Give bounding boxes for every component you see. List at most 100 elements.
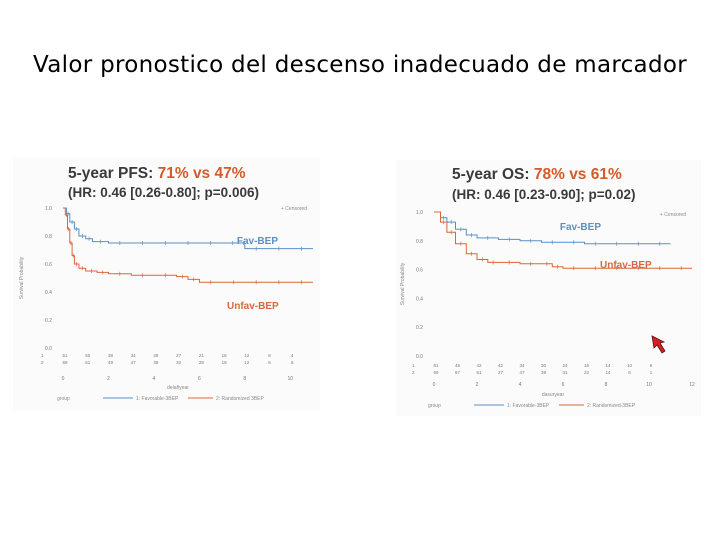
x-tick-label: 2 — [476, 382, 479, 388]
at-risk-count: 31 — [562, 370, 568, 375]
at-risk-count: 42 — [498, 363, 504, 368]
at-risk-count: 22 — [584, 370, 590, 375]
x-tick-label: 8 — [243, 376, 246, 382]
at-risk-count: 47 — [131, 360, 137, 365]
legend-item-fav: 1: Favorable-3BEP — [507, 403, 550, 409]
x-tick-label: 0 — [433, 382, 436, 388]
pfs-km-panel: 5-year PFS: 71% vs 47% (HR: 0.46 [0.26-0.… — [13, 158, 320, 410]
at-risk-count: 1 — [650, 370, 653, 375]
at-risk-count: 45 — [455, 363, 461, 368]
pointer-arrow-icon — [651, 335, 666, 354]
at-risk-count: 28 — [199, 360, 205, 365]
legend-item-unfav: 2: Randomized-3BEP — [587, 403, 636, 409]
pfs-km-chart: 5-year PFS: 71% vs 47% (HR: 0.46 [0.26-0.… — [19, 165, 313, 402]
chart-title-stat: 78% vs 61% — [534, 166, 622, 183]
at-risk-count: 14 — [605, 363, 611, 368]
y-tick-label: 0.2 — [45, 318, 52, 324]
at-risk-count: 6 — [650, 363, 653, 368]
y-tick-label: 0.4 — [416, 296, 423, 302]
at-risk-count: 61 — [85, 360, 91, 365]
at-risk-count: 27 — [498, 370, 504, 375]
at-risk-count: 61 — [476, 370, 482, 375]
at-risk-count: 47 — [519, 370, 525, 375]
chart-title-stat: 71% vs 47% — [158, 165, 246, 182]
x-tick-label: 4 — [519, 382, 522, 388]
at-risk-count: 12 — [244, 360, 250, 365]
at-risk-count: 28 — [153, 353, 159, 358]
at-risk-count: 21 — [199, 353, 205, 358]
at-risk-count: 24 — [562, 363, 568, 368]
y-tick-label: 0.4 — [45, 290, 52, 296]
y-tick-label: 0.6 — [416, 268, 423, 274]
at-risk-row-label: 2 — [41, 360, 44, 365]
y-axis-label: Survival Probability — [400, 262, 406, 305]
y-axis-label: Survival Probability — [19, 256, 25, 299]
fav-bep-label: Fav-BEP — [560, 222, 601, 233]
at-risk-count: 38 — [108, 353, 114, 358]
y-tick-label: 0.8 — [45, 234, 52, 240]
slide-title: Valor pronostico del descenso inadecuado… — [33, 52, 687, 78]
x-tick-label: 6 — [198, 376, 201, 382]
legend-title: group — [57, 396, 70, 402]
unfav-bep-label: Unfav-BEP — [227, 301, 279, 312]
fav-bep-curve — [434, 211, 671, 245]
at-risk-count: 6 — [291, 360, 294, 365]
at-risk-count: 51 — [62, 353, 68, 358]
y-tick-label: 1.0 — [45, 206, 52, 212]
at-risk-count: 34 — [519, 363, 525, 368]
at-risk-count: 14 — [605, 370, 611, 375]
at-risk-count: 39 — [541, 370, 547, 375]
at-risk-count: 12 — [244, 353, 250, 358]
unfav-bep-curve — [63, 207, 313, 283]
at-risk-count: 19 — [222, 360, 228, 365]
censored-legend: + Censored — [281, 206, 307, 212]
y-tick-label: 1.0 — [416, 210, 423, 216]
x-tick-label: 8 — [605, 382, 608, 388]
os-km-chart: 5-year OS: 78% vs 61% (HR: 0.46 [0.23-0.9… — [400, 166, 695, 409]
x-tick-label: 10 — [646, 382, 652, 388]
fav-bep-label: Fav-BEP — [237, 236, 278, 247]
chart-title-prefix: 5-year PFS: — [68, 165, 158, 182]
at-risk-count: 16 — [584, 363, 590, 368]
os-km-panel: 5-year OS: 78% vs 61% (HR: 0.46 [0.23-0.9… — [396, 160, 701, 416]
chart-title: 5-year PFS: 71% vs 47% — [68, 165, 246, 182]
chart-subtitle: (HR: 0.46 [0.26-0.80]; p=0.006) — [68, 185, 259, 200]
unfav-bep-label: Unfav-BEP — [600, 260, 652, 271]
at-risk-count: 27 — [176, 353, 182, 358]
x-tick-label: 0 — [62, 376, 65, 382]
chart-title-prefix: 5-year OS: — [452, 166, 534, 183]
at-risk-count: 69 — [433, 370, 439, 375]
at-risk-count: 34 — [131, 353, 137, 358]
at-risk-count: 30 — [541, 363, 547, 368]
y-tick-label: 0.0 — [416, 354, 423, 360]
at-risk-count: 6 — [628, 370, 631, 375]
at-risk-count: 69 — [62, 360, 68, 365]
unfav-bep-curve — [434, 211, 692, 269]
at-risk-count: 51 — [433, 363, 439, 368]
legend-item-fav: 1: Favorable-3BEP — [136, 396, 179, 402]
at-risk-count: 10 — [627, 363, 633, 368]
at-risk-count: 16 — [222, 353, 228, 358]
at-risk-count: 4 — [291, 353, 294, 358]
at-risk-count: 8 — [268, 353, 271, 358]
at-risk-count: 6 — [268, 360, 271, 365]
chart-title: 5-year OS: 78% vs 61% — [452, 166, 622, 183]
at-risk-count: 38 — [153, 360, 159, 365]
legend-title: group — [428, 403, 441, 409]
y-tick-label: 0.8 — [416, 239, 423, 245]
y-tick-label: 0.6 — [45, 262, 52, 268]
at-risk-count: 50 — [85, 353, 91, 358]
chart-subtitle: (HR: 0.46 [0.23-0.90]; p=0.02) — [452, 187, 635, 202]
censored-legend: + Censored — [660, 212, 686, 218]
at-risk-count: 67 — [455, 370, 461, 375]
y-tick-label: 0.2 — [416, 325, 423, 331]
legend-item-unfav: 2: Randomized 3BEP — [216, 396, 264, 402]
x-axis-label: delaftyear — [167, 385, 189, 391]
at-risk-row-label: 2 — [412, 370, 415, 375]
at-risk-count: 49 — [108, 360, 114, 365]
at-risk-row-label: 1 — [412, 363, 415, 368]
at-risk-count: 32 — [176, 360, 182, 365]
x-tick-label: 6 — [562, 382, 565, 388]
x-tick-label: 2 — [107, 376, 110, 382]
x-tick-label: 12 — [689, 382, 695, 388]
